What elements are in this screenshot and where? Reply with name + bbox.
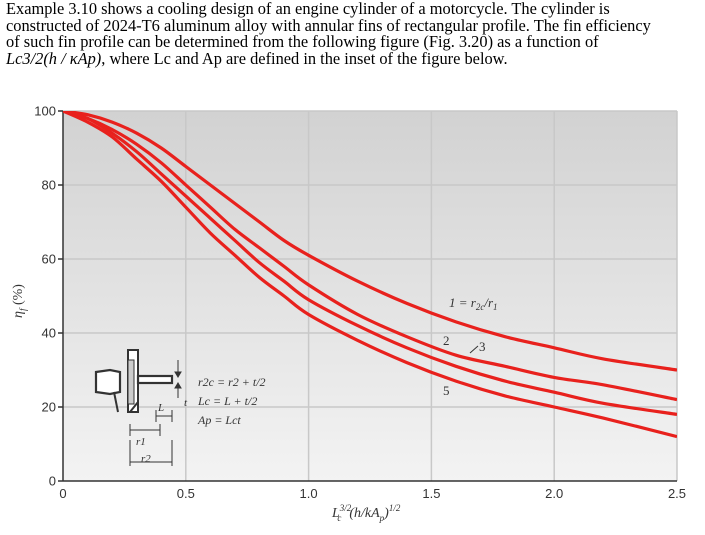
x-axis-label: L3/2 c (h/kAp)1/2: [331, 503, 401, 523]
statement-formula: Lc3/2(h / κAp): [6, 48, 102, 68]
inset-label-t: t: [184, 397, 188, 409]
curve-label-3: 3: [469, 339, 486, 354]
x-tick-label: 0.5: [177, 486, 195, 501]
x-tick-label: 1.0: [300, 486, 318, 501]
curve-series-2: [63, 111, 677, 402]
curves: [63, 111, 677, 439]
statement-line-2: constructed of 2024-T6 aluminum alloy wi…: [6, 15, 651, 35]
y-tick-label: 0: [49, 474, 56, 489]
y-tick-label: 60: [42, 252, 56, 267]
inset-equation-1: r2c = r2 + t/2: [198, 375, 266, 389]
y-tick-label: 80: [42, 178, 56, 193]
axes: [58, 110, 677, 482]
x-tick-label: 2.5: [668, 486, 686, 501]
x-tick-label: 1.5: [422, 486, 440, 501]
curve-series-1: [63, 111, 677, 372]
inset-label-r1: r1: [136, 436, 146, 448]
fin-inset-drawing: [94, 349, 182, 466]
x-tick-label: 0: [59, 486, 66, 501]
svg-text:3: 3: [479, 339, 486, 354]
y-tick-label: 20: [42, 400, 56, 415]
curve-label-1: 1 = r2c/r1: [449, 295, 498, 312]
curve-series-3: [63, 111, 677, 416]
y-axis-label: ηf (%): [11, 284, 28, 318]
grid: [63, 110, 678, 481]
inset-equation-3: Ap = Lct: [197, 413, 241, 427]
y-tick-label: 100: [34, 104, 56, 119]
statement-line-3: of such fin profile can be determined fr…: [6, 32, 599, 51]
statement-line-1: Example 3.10 shows a cooling design of a…: [6, 0, 610, 18]
inset-label-L: L: [157, 402, 164, 414]
curve-label-5: 5: [443, 383, 450, 398]
plot-background: [63, 111, 677, 481]
inset-label-r2: r2: [141, 453, 151, 465]
curve-label-2: 2: [443, 333, 450, 348]
problem-statement: Example 3.10 shows a cooling design of a…: [6, 0, 688, 68]
y-tick-label: 40: [42, 326, 56, 341]
statement-line-4: , where Lc and Ap are defined in the ins…: [101, 48, 508, 68]
curve-series-5: [63, 111, 677, 439]
inset-equation-2: Lc = L + t/2: [197, 394, 257, 408]
x-tick-label: 2.0: [545, 486, 563, 501]
svg-text:1 = r2c/r1: 1 = r2c/r1: [449, 295, 498, 312]
tick-labels: 0 0.5 1.0 1.5 2.0 2.5 0 20 40 60 80 100: [34, 104, 686, 502]
